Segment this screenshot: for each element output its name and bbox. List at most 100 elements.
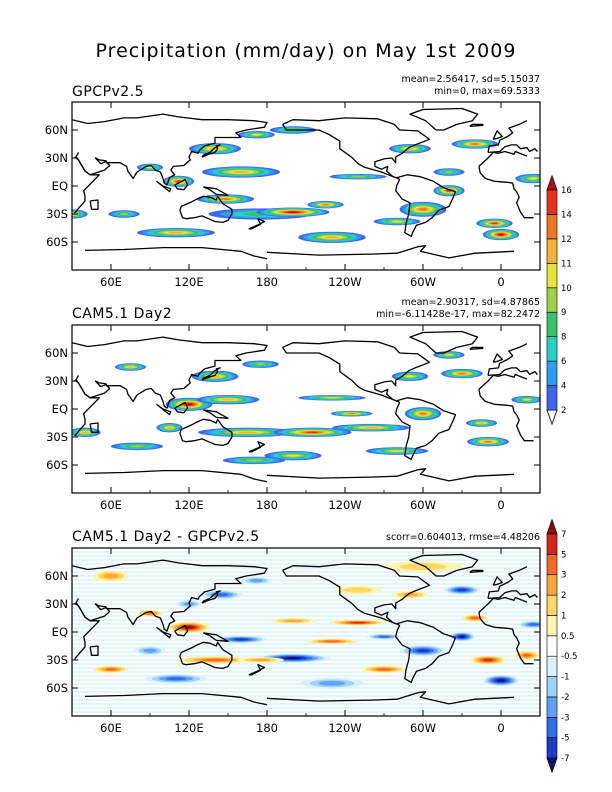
x-tick-label: 0 — [497, 721, 504, 735]
panel1-stats-line2: min=0, max=69.5333 — [434, 86, 540, 97]
colorbar-label: 8 — [561, 333, 566, 343]
colorbar-swatch — [546, 716, 558, 738]
y-tick-label: 30N — [45, 151, 68, 165]
coastline — [409, 107, 479, 131]
colorbar-label: 3 — [561, 571, 566, 581]
panel3-stats: scorr=0.604013, rmse=4.48206 — [386, 532, 540, 544]
diff-cell — [143, 648, 157, 653]
coastline — [74, 150, 534, 219]
colorbar-label: 4 — [561, 382, 566, 392]
x-tick-label: 120W — [328, 721, 361, 735]
coastline — [89, 422, 99, 433]
y-tick-label: 60N — [45, 346, 68, 360]
colorbar-label: 1 — [561, 611, 566, 621]
panel2-stats: mean=2.90317, sd=4.87865 min=-6.11428e-1… — [376, 297, 540, 321]
rain-cell — [523, 398, 531, 401]
rain-cell — [529, 177, 538, 180]
coastline — [179, 195, 233, 224]
coastline — [201, 367, 221, 381]
coastline — [469, 569, 484, 573]
panel2-stats-line2: min=-6.11428e-17, max=82.2472 — [376, 309, 540, 320]
coastline — [174, 178, 189, 191]
coastline — [156, 626, 172, 639]
panel2-title: CAM5.1 Day2 — [72, 306, 173, 322]
panel3-map: 60E 120E 180 120W 60W 0 60N 30N EQ 30S 60S — [45, 547, 541, 735]
colorbar-label: -7 — [561, 754, 569, 764]
x-tick-label: 60E — [100, 721, 122, 735]
coastline-wrap — [558, 423, 566, 432]
diff-cell — [104, 668, 118, 671]
panel1-stats-line1: mean=2.56417, sd=5.15037 — [401, 74, 540, 85]
coastline — [89, 645, 99, 656]
colorbar-high-arrow — [546, 518, 558, 535]
coastline — [203, 632, 229, 642]
rain-cell — [220, 198, 231, 200]
panel1-title: GPCPv2.5 — [72, 84, 145, 100]
y-tick-label: 30N — [45, 597, 68, 611]
diff-cell — [459, 635, 465, 638]
x-tick-label: 60E — [100, 275, 122, 289]
colorbar-label: 16 — [561, 186, 572, 196]
coastline — [72, 559, 538, 632]
diff-cell — [528, 623, 539, 626]
coastline — [203, 186, 229, 196]
rain-cell — [389, 450, 405, 452]
rain-cell — [306, 431, 319, 434]
figure-title: Precipitation (mm/day) on May 1st 2009 — [95, 40, 517, 62]
rain-cell — [127, 366, 134, 368]
diff-cell — [350, 621, 366, 624]
rain-cell — [458, 372, 466, 375]
colorbar-swatch — [546, 676, 558, 698]
y-tick-label: EQ — [52, 179, 68, 193]
colorbar-swatch — [546, 554, 558, 576]
diff-cell — [323, 640, 341, 643]
colorbar-swatch — [546, 635, 558, 657]
coastline — [174, 401, 189, 414]
diff-cell — [165, 677, 187, 681]
colorbar-label: 2 — [561, 591, 566, 601]
colorbar-swatch — [546, 214, 558, 240]
coastline — [395, 397, 457, 461]
colorbar-swatch — [546, 311, 558, 337]
panel2-background — [72, 325, 540, 493]
coastline — [72, 113, 538, 186]
colorbar-label: 10 — [561, 284, 572, 294]
colorbar-high-arrow — [546, 174, 558, 191]
rain-cell — [287, 211, 299, 213]
rain-cell — [470, 143, 480, 145]
diff-cell — [233, 638, 249, 641]
coastline — [84, 691, 515, 706]
coastline — [282, 563, 431, 626]
diff-cell — [483, 658, 493, 662]
colorbar-swatch — [546, 737, 558, 759]
rain-cell — [498, 233, 504, 236]
rain-cell — [405, 375, 415, 378]
coastline — [492, 130, 503, 140]
colorbar-swatch — [546, 533, 558, 555]
diff-cell — [249, 579, 264, 583]
coastline — [469, 123, 484, 127]
coastline — [492, 353, 503, 363]
coastline-wrap — [539, 119, 540, 121]
coastline — [248, 664, 266, 676]
x-tick-label: 120W — [328, 498, 361, 512]
diff-cell — [250, 658, 271, 662]
panel3-coastlines — [72, 553, 540, 706]
x-tick-label: 120E — [174, 498, 203, 512]
colorbar-swatch — [546, 655, 558, 677]
coastline — [248, 441, 266, 453]
colorbar-label: -1 — [561, 673, 569, 683]
colorbar-swatch — [546, 574, 558, 596]
diff-cell — [457, 588, 467, 592]
coastline — [84, 468, 515, 483]
rain-cell — [168, 231, 184, 234]
colorbar-swatch — [546, 594, 558, 616]
colorbar-label: 5 — [561, 550, 566, 560]
y-tick-label: EQ — [52, 402, 68, 416]
x-tick-label: 180 — [256, 498, 278, 512]
coastline — [74, 596, 534, 665]
y-tick-label: 60N — [45, 123, 68, 137]
colorbar-low-arrow — [546, 409, 558, 426]
rain-cell — [418, 208, 428, 211]
